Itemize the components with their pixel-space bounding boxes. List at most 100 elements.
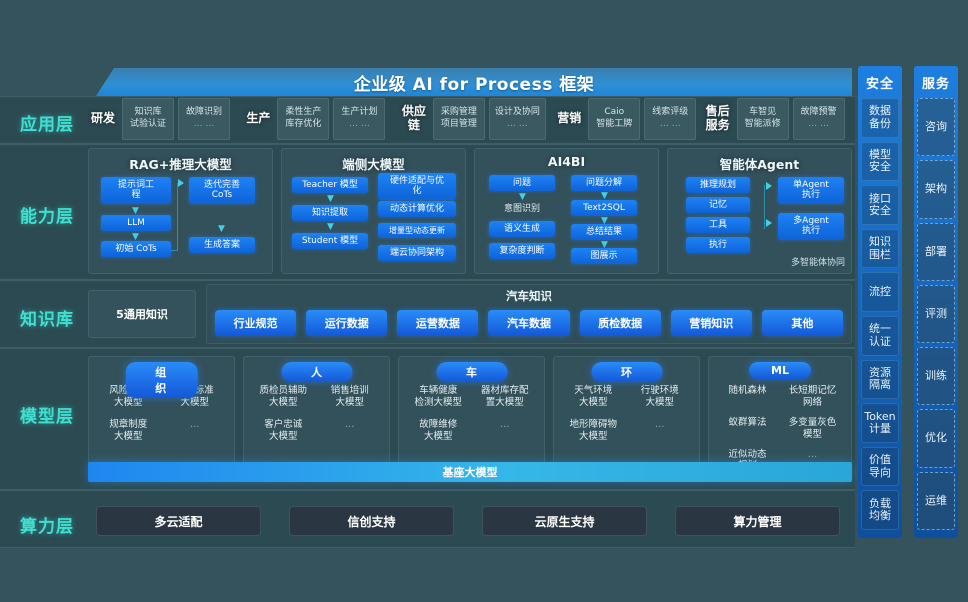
capability-chip[interactable]: 端云协同架构 <box>378 245 456 262</box>
capability-chip[interactable]: 知识提取 <box>292 205 368 222</box>
app-subcard[interactable]: 柔性生产 库存优化 <box>277 98 330 140</box>
capability-chip[interactable]: 图展示 <box>571 248 637 265</box>
compute-button-cloudnative[interactable]: 云原生支持 <box>482 506 647 536</box>
app-group-supply-chain: 供应链 采购管理 项目管理 设计及协同 … … <box>399 98 548 140</box>
capability-chip[interactable]: 复杂度判断 <box>489 243 555 260</box>
knowledge-general-card[interactable]: 5通用知识 <box>88 290 196 338</box>
capability-chip[interactable]: 初始 CoTs <box>101 241 171 258</box>
capability-chip[interactable]: 总结结果 <box>571 224 637 241</box>
model-item-more: … <box>500 418 510 430</box>
app-subcard[interactable]: 生产计划 … … <box>333 98 386 140</box>
model-item: 规章制度 大模型 <box>109 418 148 442</box>
sidebar-item-training[interactable]: 训练 <box>917 347 955 406</box>
sidebar-item-deployment[interactable]: 部署 <box>917 222 955 281</box>
sidebar-item-architecture[interactable]: 架构 <box>917 160 955 219</box>
sidebar-item-consulting[interactable]: 咨询 <box>917 98 955 157</box>
sidebar-item-load-balancing[interactable]: 负载 均衡 <box>861 490 899 530</box>
sidebar-item-model-security[interactable]: 模型 安全 <box>861 141 899 182</box>
capability-chip[interactable]: 迭代完善 CoTs <box>189 177 255 204</box>
capability-card-ai4bi[interactable]: AI4BI 问题 ▼ 意图识别 语义生成 复杂度判断 问题分解 ▼ Text2S… <box>474 148 659 274</box>
arrow-down-icon: ▼ <box>327 194 334 204</box>
sidebar-item-optimization[interactable]: 优化 <box>917 409 955 468</box>
sidebar-item-unified-auth[interactable]: 统一 认证 <box>861 315 899 356</box>
model-card-pill: 人 <box>281 362 352 382</box>
sidebar-item-resource-isolation[interactable]: 资源 隔离 <box>861 359 899 400</box>
model-item-more: … <box>807 448 818 460</box>
capability-chip[interactable]: 动态计算优化 <box>378 201 456 218</box>
base-model-bar[interactable]: 基座大模型 <box>88 462 852 482</box>
model-card-organization[interactable]: 组织 风险管理 大模型 行业标准 大模型 规章制度 大模型 … <box>88 356 235 482</box>
app-subcard[interactable]: 故障预警 … … <box>792 98 845 140</box>
model-card-ml[interactable]: ML 随机森林 长短期记忆 网络 蚁群算法 多变量灰色 模型 近似动态 规划 … <box>708 356 852 482</box>
app-subcard[interactable]: 故障识别 … … <box>178 98 230 140</box>
capability-card-edge-model[interactable]: 端侧大模型 Teacher 模型 ▼ 知识提取 ▼ Student 模型 硬件适… <box>281 148 466 274</box>
sidebar-item-data-backup[interactable]: 数据 备份 <box>861 98 899 138</box>
model-item: 地形障碍物 大模型 <box>569 418 617 442</box>
app-subcard[interactable]: 车智见 智能派修 <box>736 98 789 140</box>
model-card-people[interactable]: 人 质检员辅助 大模型 销售培训 大模型 客户忠诚 大模型 … <box>243 356 390 482</box>
compute-button-compute-mgmt[interactable]: 算力管理 <box>675 506 840 536</box>
sidebar-item-value-orientation[interactable]: 价值 导向 <box>861 446 899 487</box>
capability-chip[interactable]: 多Agent 执行 <box>778 213 844 240</box>
page-title: 企业级 AI for Process 框架 <box>96 68 852 96</box>
app-subcard[interactable]: 知识库 试验认证 <box>122 98 174 140</box>
capability-chip[interactable]: 意图识别 <box>503 204 540 214</box>
app-subcard[interactable]: Caio 智能工牌 <box>588 98 641 140</box>
model-card-environment[interactable]: 环 天气环境 大模型 行驶环境 大模型 地形障碍物 大模型 … <box>553 356 700 482</box>
capability-chip[interactable]: 生成答案 <box>189 237 255 254</box>
app-item: 采购管理 <box>440 107 477 118</box>
app-item: 智能派修 <box>744 119 781 129</box>
app-item: 设计及协同 <box>494 107 540 118</box>
capability-chip[interactable]: 硬件适配与优 化 <box>378 173 456 200</box>
compute-button-multicloud[interactable]: 多云适配 <box>96 506 261 536</box>
model-item-grid: 车辆健康 检测大模型 器材库存配 置大模型 故障维修 大模型 … <box>399 381 544 449</box>
model-card-vehicle[interactable]: 车 车辆健康 检测大模型 器材库存配 置大模型 故障维修 大模型 … <box>398 356 545 482</box>
app-group-title: 生产 <box>246 111 271 126</box>
model-item: 随机森林 <box>728 385 767 396</box>
sidebar-item-flow-control[interactable]: 流控 <box>861 272 899 312</box>
compute-button-xinchuang[interactable]: 信创支持 <box>289 506 454 536</box>
capability-card-agent[interactable]: 智能体Agent 推理规划 记忆 工具 执行 单Agent 执行 多Agent … <box>667 148 852 274</box>
capability-chip[interactable]: 推理规划 <box>686 177 750 194</box>
sidebar-item-knowledge-fence[interactable]: 知识 围栏 <box>861 228 899 269</box>
capability-chip[interactable]: 增量型动态更新 <box>378 223 456 239</box>
capability-chip[interactable]: Text2SQL <box>571 200 637 217</box>
capability-chip[interactable]: 工具 <box>686 217 750 234</box>
capability-chip[interactable]: 单Agent 执行 <box>778 177 844 204</box>
knowledge-chip[interactable]: 其他 <box>761 310 843 336</box>
arrow-right-icon <box>766 219 772 227</box>
sidebar-item-evaluation[interactable]: 评测 <box>917 284 955 344</box>
capability-chip[interactable]: 执行 <box>686 237 750 254</box>
app-subcard[interactable]: 采购管理 项目管理 <box>432 98 485 140</box>
app-item-more: … … <box>193 119 215 129</box>
app-subcard[interactable]: 线索评级 … … <box>644 98 697 140</box>
knowledge-row: 5通用知识 汽车知识 行业规范 运行数据 运营数据 汽车数据 质检数据 营销知识… <box>88 284 852 344</box>
knowledge-chip[interactable]: 营销知识 <box>670 310 752 336</box>
band-application <box>0 96 855 144</box>
capability-chip[interactable]: LLM <box>101 215 171 232</box>
app-subcard[interactable]: 设计及协同 … … <box>488 98 546 140</box>
sidebar-item-operations[interactable]: 运维 <box>917 471 955 530</box>
knowledge-chip[interactable]: 汽车数据 <box>488 310 570 336</box>
knowledge-chip[interactable]: 质检数据 <box>579 310 661 336</box>
capability-chip[interactable]: 提示词工 程 <box>101 177 171 204</box>
arrow-down-icon: ▼ <box>132 232 139 242</box>
capability-chip[interactable]: Student 模型 <box>292 233 368 250</box>
sidebar-item-api-security[interactable]: 接口 安全 <box>861 185 899 225</box>
arrow-down-icon: ▼ <box>519 192 526 202</box>
knowledge-chip[interactable]: 行业规范 <box>215 310 297 336</box>
capability-card-rag[interactable]: RAG+推理大模型 提示词工 程 ▼ LLM ▼ 初始 CoTs 迭代完善 Co… <box>88 148 273 274</box>
sidebar-security-title: 安全 <box>865 77 894 92</box>
knowledge-chip-list: 行业规范 运行数据 运营数据 汽车数据 质检数据 营销知识 其他 <box>215 310 843 336</box>
capability-chip[interactable]: 语义生成 <box>489 221 555 238</box>
knowledge-chip[interactable]: 运营数据 <box>397 310 479 336</box>
sidebar-item-token-metering[interactable]: Token 计量 <box>861 403 899 443</box>
capability-chip[interactable]: Teacher 模型 <box>292 177 368 194</box>
model-card-pill: 组织 <box>125 362 198 398</box>
knowledge-chip[interactable]: 运行数据 <box>306 310 388 336</box>
capability-chip[interactable]: 问题分解 <box>571 175 637 192</box>
layer-label-capability: 能力层 <box>20 207 74 227</box>
capability-chip[interactable]: 问题 <box>489 175 555 192</box>
capability-chip[interactable]: 记忆 <box>686 197 750 214</box>
model-item: 蚁群算法 <box>728 416 767 428</box>
